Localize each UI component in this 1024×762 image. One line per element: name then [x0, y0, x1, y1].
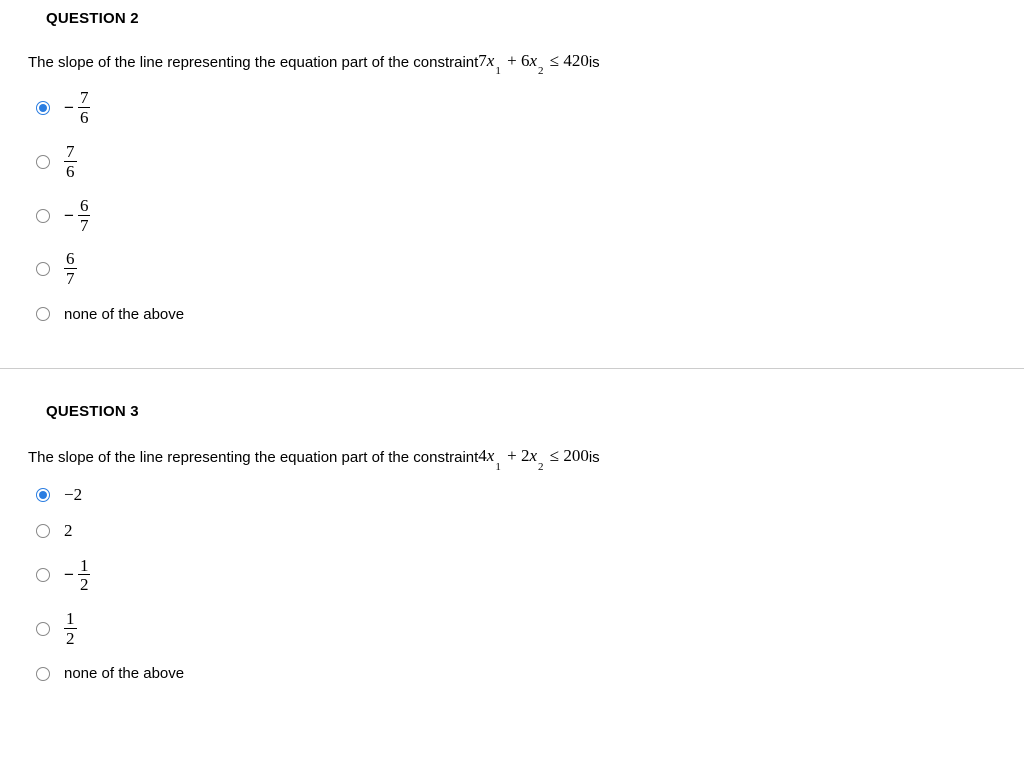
- option-text: none of the above: [64, 665, 184, 682]
- prompt-suffix: is: [589, 54, 600, 71]
- option-5[interactable]: none of the above: [36, 304, 996, 324]
- option-5[interactable]: none of the above: [36, 664, 996, 684]
- fraction: 7 6: [64, 143, 77, 181]
- equation: 4x1 + 2x2 ≤ 200: [478, 446, 589, 468]
- radio-button[interactable]: [36, 262, 50, 276]
- fraction: 1 2: [64, 610, 77, 648]
- radio-button[interactable]: [36, 568, 50, 582]
- option-4[interactable]: 1 2: [36, 610, 996, 648]
- option-4[interactable]: 6 7: [36, 250, 996, 288]
- radio-button[interactable]: [36, 155, 50, 169]
- fraction: 6 7: [78, 197, 91, 235]
- option-text: none of the above: [64, 306, 184, 323]
- option-value: − 6 7: [64, 197, 90, 235]
- options-list: − 7 6 7 6 − 6 7: [28, 89, 996, 324]
- option-3[interactable]: − 6 7: [36, 197, 996, 235]
- minus-sign: −: [64, 206, 74, 226]
- question-title: QUESTION 2: [28, 8, 996, 51]
- option-2[interactable]: 2: [36, 521, 996, 541]
- prompt-suffix: is: [589, 449, 600, 466]
- question-2-block: QUESTION 2 The slope of the line represe…: [0, 0, 1024, 368]
- radio-button[interactable]: [36, 622, 50, 636]
- equation: 7x1 + 6x2 ≤ 420: [478, 51, 589, 73]
- option-value: − 1 2: [64, 557, 90, 595]
- option-value: −2: [64, 485, 82, 505]
- radio-button[interactable]: [36, 488, 50, 502]
- fraction: 1 2: [78, 557, 91, 595]
- option-1[interactable]: −2: [36, 485, 996, 505]
- option-2[interactable]: 7 6: [36, 143, 996, 181]
- prompt-prefix: The slope of the line representing the e…: [28, 449, 478, 466]
- option-value: − 7 6: [64, 89, 90, 127]
- option-value: 2: [64, 521, 73, 541]
- fraction: 6 7: [64, 250, 77, 288]
- prompt-prefix: The slope of the line representing the e…: [28, 54, 478, 71]
- question-prompt: The slope of the line representing the e…: [28, 51, 996, 73]
- radio-button[interactable]: [36, 524, 50, 538]
- question-prompt: The slope of the line representing the e…: [28, 446, 996, 468]
- option-1[interactable]: − 7 6: [36, 89, 996, 127]
- minus-sign: −: [64, 98, 74, 118]
- radio-button[interactable]: [36, 667, 50, 681]
- minus-sign: −: [64, 565, 74, 585]
- radio-button[interactable]: [36, 101, 50, 115]
- option-3[interactable]: − 1 2: [36, 557, 996, 595]
- radio-button[interactable]: [36, 307, 50, 321]
- question-title: QUESTION 3: [28, 377, 996, 446]
- fraction: 7 6: [78, 89, 91, 127]
- radio-button[interactable]: [36, 209, 50, 223]
- question-3-block: QUESTION 3 The slope of the line represe…: [0, 369, 1024, 728]
- options-list: −2 2 − 1 2 1 2 none of the: [28, 485, 996, 684]
